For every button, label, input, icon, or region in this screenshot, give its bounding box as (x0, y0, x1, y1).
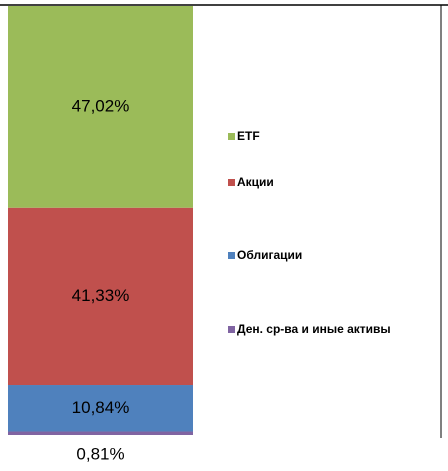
legend-label: Ден. ср-ва и иные активы (237, 322, 391, 336)
value-label: 0,81% (76, 444, 124, 463)
legend-swatch (228, 326, 235, 333)
legend-label: Облигации (237, 248, 302, 262)
value-label: 41,33% (72, 286, 130, 305)
value-label: 10,84% (72, 398, 130, 417)
legend-swatch (228, 252, 235, 259)
legend-swatch (228, 133, 235, 140)
value-label: 47,02% (72, 96, 130, 115)
bar-segment (8, 6, 193, 208)
legend-label: Акции (237, 175, 274, 189)
bar-segment (8, 385, 193, 432)
bar-segment (8, 207, 193, 386)
bar-segment (8, 431, 193, 435)
legend-label: ETF (237, 129, 260, 143)
legend-swatch (228, 179, 235, 186)
